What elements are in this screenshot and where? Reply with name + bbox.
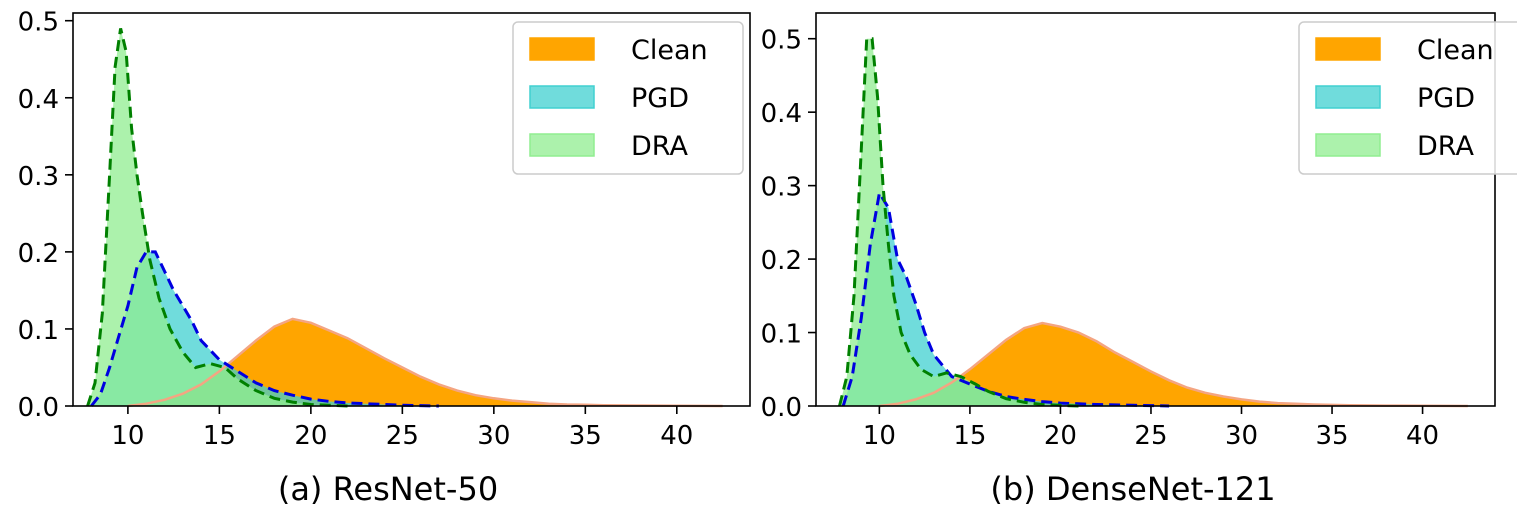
legend-swatch-dra [1315,133,1381,157]
legend-swatch-pgd [529,85,595,109]
y-tick-label: 0.0 [761,393,802,423]
series-line-pgd [841,188,1170,408]
x-tick-label: 20 [294,421,327,451]
y-tick-label: 0.4 [18,85,59,115]
series-line-clean [127,317,723,408]
x-tick-label: 15 [203,421,236,451]
y-tick-label: 0.4 [761,99,802,129]
x-tick-label: 35 [569,421,602,451]
legend-swatch-clean [529,37,595,61]
x-tick-label: 30 [1225,421,1258,451]
series-line-dra [86,28,348,408]
y-tick-label: 0.2 [761,246,802,276]
x-tick-label: 40 [660,421,693,451]
x-tick-label: 30 [477,421,510,451]
y-tick-label: 0.5 [18,8,59,38]
plot-frame [815,12,1496,407]
x-tick-label: 20 [1044,421,1077,451]
y-tick-label: 0.1 [18,316,59,346]
y-tick-label: 0.3 [18,162,59,192]
x-tick-label: 25 [386,421,419,451]
panel-caption: (a) ResNet-50 [278,470,498,508]
y-tick-label: 0.1 [761,320,802,350]
y-tick-label: 0.2 [18,239,59,269]
x-tick-label: 25 [1134,421,1167,451]
x-tick-label: 10 [863,421,896,451]
legend-swatch-pgd [1315,85,1381,109]
series-line-dra [838,37,1079,408]
x-tick-label: 10 [111,421,144,451]
legend-swatch-dra [529,133,595,157]
panel-densenet-121: (b) DenseNet-121 10 15 20 25 30 35 40 0.0 0.1 0.2… [761,12,1517,508]
legend-label-pgd: PGD [631,83,689,114]
plot-frame [72,12,751,407]
x-tick-label: 40 [1406,421,1439,451]
legend-label-dra: DRA [1417,131,1474,162]
series-area-clean [879,323,1468,406]
y-tick-label: 0.0 [18,393,59,423]
series-area-dra [87,28,348,407]
legend-label-pgd: PGD [1417,83,1475,114]
legend-label-clean: Clean [631,35,708,66]
panel-caption: (b) DenseNet-121 [990,470,1275,508]
legend-swatch-clean [1315,37,1381,61]
x-tick-label: 35 [1315,421,1348,451]
series-area-pgd [843,193,1170,406]
x-tick-label: 15 [953,421,986,451]
y-tick-label: 0.3 [761,173,802,203]
y-tick-label: 0.5 [761,26,802,56]
panel-resnet-50: (a) ResNet-50 10 15 20 25 30 35 40 0.0 0.1 0.2 0.3… [18,8,751,508]
series-area-clean [127,318,723,406]
legend-label-dra: DRA [631,131,688,162]
legend-label-clean: Clean [1417,35,1494,66]
series-area-dra [839,38,1079,406]
series-line-clean [879,321,1468,408]
